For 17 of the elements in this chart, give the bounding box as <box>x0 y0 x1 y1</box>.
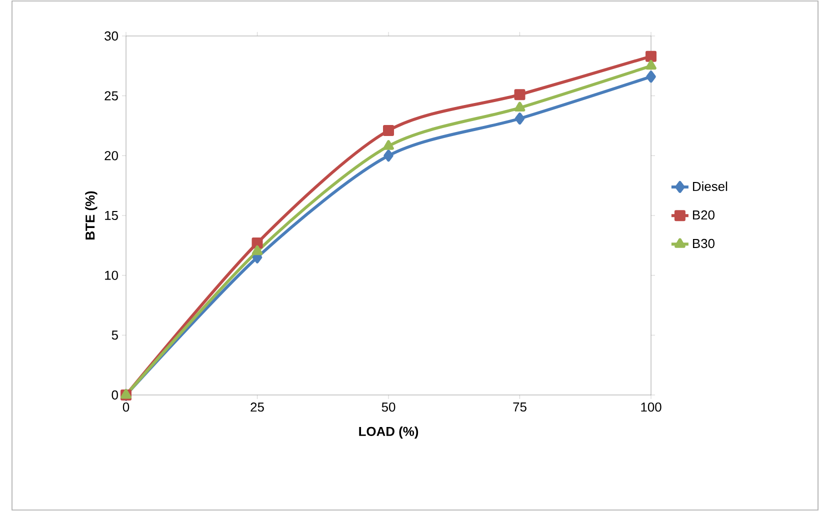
y-tick-label: 25 <box>104 91 118 100</box>
y-tick-label: 0 <box>112 390 118 400</box>
legend-label: Diesel <box>693 182 728 192</box>
x-tick-label: 75 <box>513 402 526 412</box>
x-axis-title: LOAD (%) <box>359 426 418 439</box>
y-tick-label: 10 <box>105 270 118 280</box>
x-tick-label: 50 <box>382 402 396 412</box>
legend-label: B30 <box>693 238 714 248</box>
x-tick-label: 0 <box>122 402 130 412</box>
x-tick-label: 100 <box>641 402 662 412</box>
y-tick-label: 15 <box>105 210 118 220</box>
legend-label: B20 <box>693 210 714 220</box>
y-tick-label: 20 <box>104 151 118 160</box>
y-tick-label: 30 <box>104 31 118 41</box>
x-tick-label: 25 <box>250 402 264 412</box>
y-tick-label: 5 <box>112 330 118 340</box>
y-axis-title: BTE (%) <box>85 191 98 240</box>
